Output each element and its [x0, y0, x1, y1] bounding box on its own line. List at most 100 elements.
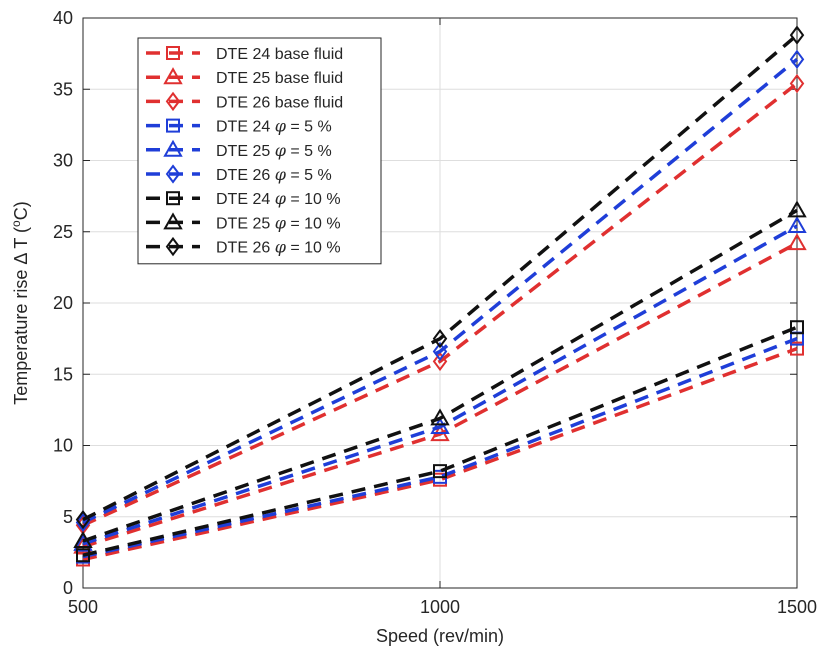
legend-entry: DTE 26 φ = 5 % — [146, 164, 332, 184]
legend-label-part: DTE 24 base fluid — [216, 46, 343, 63]
data-point — [76, 548, 90, 563]
legend-label-part: DTE 26 — [216, 240, 275, 257]
legend-label-part: DTE 25 base fluid — [216, 70, 343, 87]
phi-symbol: φ — [275, 117, 287, 136]
phi-symbol: φ — [275, 238, 287, 257]
data-point — [432, 351, 448, 372]
series-line — [82, 346, 798, 562]
legend-label: DTE 25 φ = 5 % — [216, 141, 332, 160]
legend-entry: DTE 25 base fluid — [146, 67, 343, 87]
legend-marker — [166, 191, 180, 206]
data-point — [787, 200, 807, 218]
series-8 — [73, 200, 807, 548]
phi-symbol: φ — [275, 141, 287, 160]
legend-marker — [165, 164, 181, 184]
legend: DTE 24 base fluid DTE 25 base fluid DTE 26… — [137, 37, 382, 265]
legend-entry: DTE 24 base fluid — [146, 46, 343, 63]
y-tick-label: 35 — [53, 79, 73, 99]
legend-label-part: DTE 24 — [216, 119, 275, 136]
legend-marker — [163, 139, 183, 157]
legend-entry: DTE 25 φ = 10 % — [146, 212, 341, 232]
legend-label-part: = 10 % — [286, 191, 341, 208]
legend-label: DTE 26 base fluid — [216, 94, 343, 111]
x-tick-label: 1500 — [777, 597, 817, 617]
y-axis-label: Temperature rise Δ T (oC) — [9, 201, 31, 404]
series-line — [82, 325, 798, 557]
x-tick-label: 1000 — [420, 597, 460, 617]
legend-label: DTE 24 base fluid — [216, 46, 343, 63]
legend-entry: DTE 24 φ = 10 % — [146, 189, 341, 208]
y-axis-label-part: C) — [11, 201, 31, 220]
series-line — [82, 336, 798, 559]
y-axis-label-part: T ( — [11, 227, 31, 254]
legend-label-part: = 5 % — [286, 167, 332, 184]
series-line — [82, 57, 799, 525]
y-axis-label-part: Temperature rise — [11, 265, 31, 405]
x-tick-labels: 500 1000 1500 — [68, 597, 817, 617]
legend-label: DTE 24 φ = 10 % — [216, 189, 341, 208]
data-point — [789, 73, 805, 94]
legend-marker — [165, 91, 181, 112]
legend-label: DTE 26 φ = 5 % — [216, 165, 332, 184]
legend-entry: DTE 25 φ = 5 % — [146, 139, 332, 160]
y-axis-label-superscript: o — [9, 220, 23, 227]
y-tick-label: 15 — [53, 364, 73, 384]
series-line — [82, 224, 798, 546]
data-point — [787, 216, 807, 234]
series-line — [82, 208, 798, 543]
data-point — [789, 25, 805, 45]
series-6 — [75, 49, 805, 533]
legend-label-part: = 10 % — [286, 240, 341, 257]
y-tick-label: 40 — [53, 8, 73, 28]
data-point — [75, 512, 91, 533]
phi-symbol: φ — [275, 165, 287, 184]
y-tick-label: 10 — [53, 436, 73, 456]
legend-label: DTE 26 φ = 10 % — [216, 238, 341, 257]
series-line — [82, 82, 799, 527]
legend-label-part: DTE 24 — [216, 191, 275, 208]
y-tick-label: 25 — [53, 222, 73, 242]
y-tick-label: 0 — [63, 578, 73, 598]
data-point — [75, 509, 91, 530]
legend-label-part: DTE 25 — [216, 215, 275, 232]
legend-label: DTE 25 base fluid — [216, 70, 343, 87]
data-point — [789, 49, 805, 69]
data-point — [73, 530, 93, 548]
y-tick-label: 30 — [53, 151, 73, 171]
legend-marker — [166, 46, 180, 60]
y-tick-label: 20 — [53, 293, 73, 313]
data-point — [790, 341, 804, 356]
x-axis-label: Speed (rev/min) — [376, 626, 504, 646]
legend-marker — [163, 212, 183, 230]
series-group — [73, 25, 807, 567]
data-point — [432, 328, 448, 349]
data-point — [433, 464, 447, 479]
data-point — [430, 416, 450, 434]
data-point — [73, 536, 93, 554]
series-line — [82, 241, 798, 549]
legend-label-part: = 5 % — [286, 143, 332, 160]
phi-symbol: φ — [275, 189, 287, 208]
legend-label: DTE 24 φ = 5 % — [216, 117, 332, 136]
legend-label-part: = 10 % — [286, 215, 341, 232]
phi-symbol: φ — [275, 213, 287, 232]
series-line — [82, 33, 799, 522]
y-axis-label-part: Δ — [11, 253, 31, 265]
legend-entry: DTE 26 base fluid — [146, 91, 343, 112]
legend-entry: DTE 26 φ = 10 % — [146, 236, 341, 257]
legend-entry: DTE 24 φ = 5 % — [146, 117, 332, 136]
x-tick-label: 500 — [68, 597, 98, 617]
series-9 — [75, 25, 805, 530]
data-point — [790, 320, 804, 335]
legend-marker — [165, 236, 181, 257]
series-7 — [76, 320, 804, 563]
legend-label-part: DTE 25 — [216, 143, 275, 160]
legend-marker — [163, 67, 183, 85]
legend-label-part: DTE 26 — [216, 167, 275, 184]
data-point — [432, 341, 448, 362]
legend-marker — [166, 118, 180, 133]
y-tick-labels: 0 5 10 15 20 25 30 35 40 — [53, 8, 73, 598]
legend-label-part: = 5 % — [286, 119, 332, 136]
legend-label-part: DTE 26 base fluid — [216, 94, 343, 111]
